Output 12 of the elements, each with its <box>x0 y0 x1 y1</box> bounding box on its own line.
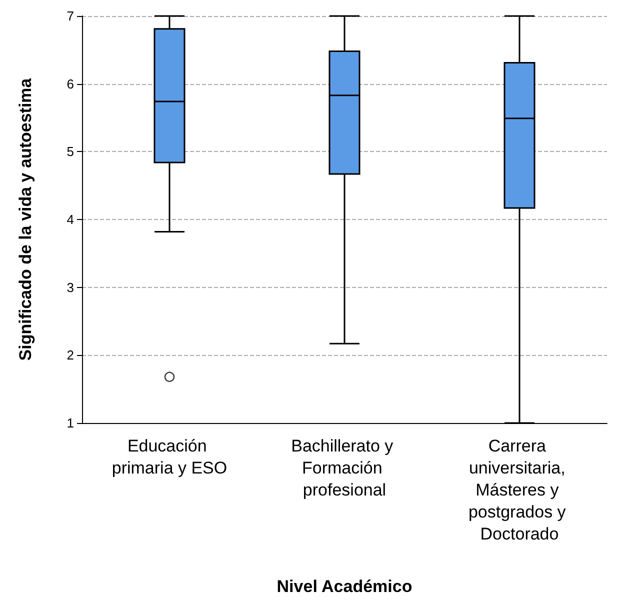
y-tick-label: 3 <box>66 280 74 295</box>
y-axis-title: Significado de la vida y autoestima <box>16 78 35 361</box>
y-tick-label: 5 <box>66 144 74 160</box>
y-tick-label: 4 <box>66 212 74 227</box>
y-tick-label: 7 <box>66 8 74 24</box>
y-tick-label: 2 <box>66 348 74 363</box>
y-tick-label: 6 <box>66 76 74 92</box>
x-tick-label: Carrera universitaria, Másteres y postgrados y Doctorado <box>468 436 571 544</box>
x-axis-title: Nivel Académico <box>276 577 412 596</box>
x-tick-label: Bachillerato y Formación profesional <box>291 436 398 500</box>
y-tick-label: 1 <box>66 416 74 430</box>
x-tick-label: Educación primaria y ESO <box>112 436 228 478</box>
